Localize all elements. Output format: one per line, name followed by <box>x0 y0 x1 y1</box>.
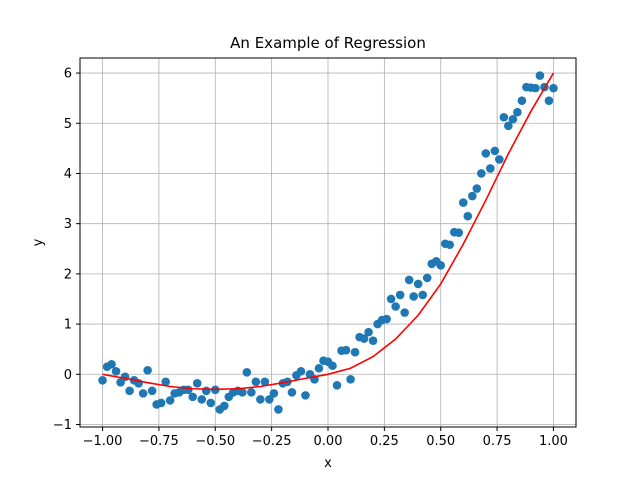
scatter-point <box>238 388 247 397</box>
scatter-point <box>346 375 355 384</box>
scatter-point <box>481 149 491 158</box>
scatter-point <box>499 112 509 122</box>
scatter-point <box>247 388 256 397</box>
x-tick-label: −1.00 <box>83 434 123 449</box>
scatter-point <box>368 336 378 345</box>
scatter-point <box>197 395 207 404</box>
y-axis-label: y <box>31 238 46 246</box>
scatter-point <box>490 146 500 156</box>
scatter-point <box>404 275 414 285</box>
scatter-point <box>445 240 455 250</box>
scatter-point <box>359 334 369 343</box>
y-tick-label: 6 <box>64 67 72 82</box>
scatter-point <box>260 377 270 387</box>
scatter-point <box>143 365 152 375</box>
scatter-point <box>477 169 486 178</box>
x-tick-label: 0.25 <box>370 434 399 449</box>
scatter-point <box>120 372 130 382</box>
scatter-point <box>206 398 216 408</box>
scatter-point <box>413 279 423 289</box>
scatter-point <box>328 361 337 371</box>
scatter-point <box>301 391 310 400</box>
scatter-point <box>332 381 342 390</box>
scatter-point <box>341 345 351 355</box>
scatter-point <box>549 83 558 93</box>
scatter-point <box>219 401 229 411</box>
scatter-point <box>314 363 324 373</box>
plot-frame <box>79 57 577 428</box>
scatter-point <box>400 308 409 317</box>
scatter-point <box>436 261 446 270</box>
scatter-point <box>242 367 252 377</box>
scatter-point <box>458 198 468 207</box>
scatter-point <box>495 155 504 164</box>
x-tick-label: −0.25 <box>252 434 292 449</box>
scatter-point <box>535 71 545 80</box>
scatter-point <box>544 96 554 105</box>
axis-ticks: −1.00 −0.75 −0.50 −0.25 0.00 0.25 0.50 0.75 1.00… <box>53 67 568 449</box>
scatter-point <box>391 302 400 311</box>
scatter-point <box>201 386 211 396</box>
scatter-point <box>161 377 170 387</box>
scatter-point <box>454 228 464 238</box>
y-tick-label: 5 <box>64 117 72 132</box>
x-tick-label: 0.00 <box>314 434 343 449</box>
scatter-point <box>395 290 405 300</box>
scatter-point <box>147 386 157 396</box>
x-axis-label: x <box>324 456 332 471</box>
x-tick-label: −0.50 <box>195 434 235 449</box>
scatter-point <box>138 389 148 398</box>
scatter-point <box>386 294 396 304</box>
chart-title: An Example of Regression <box>230 34 426 52</box>
scatter-point <box>350 347 360 357</box>
x-tick-label: 0.75 <box>483 434 512 449</box>
scatter-point <box>463 211 473 221</box>
y-tick-label: 1 <box>64 318 72 333</box>
scatter-point <box>269 389 279 398</box>
plot-area <box>98 71 558 414</box>
y-tick-label: 2 <box>64 267 72 282</box>
scatter-point <box>287 388 297 397</box>
y-tick-label: 4 <box>64 167 72 182</box>
scatter-point <box>125 386 134 396</box>
y-tick-label: 3 <box>64 217 72 232</box>
scatter-point <box>296 366 306 376</box>
scatter-point <box>274 405 283 414</box>
x-tick-label: −0.75 <box>139 434 179 449</box>
scatter-point <box>504 121 513 131</box>
scatter-point <box>98 376 107 385</box>
scatter-point <box>107 359 116 369</box>
scatter-point <box>111 366 121 376</box>
x-tick-label: 0.50 <box>426 434 455 449</box>
scatter-point <box>513 107 522 117</box>
scatter-point <box>508 114 518 124</box>
scatter-point <box>472 184 482 193</box>
scatter-point <box>517 96 527 105</box>
scatter-point <box>382 314 391 324</box>
scatter-point <box>486 164 495 173</box>
scatter-point <box>467 191 477 201</box>
scatter-point <box>165 396 175 405</box>
scatter-point <box>418 290 427 300</box>
scatter-point <box>188 392 198 402</box>
grid-lines <box>80 58 576 427</box>
scatter-point <box>422 273 432 283</box>
scatter-point <box>251 377 261 387</box>
regression-fit-line <box>102 72 555 391</box>
scatter-point <box>156 398 166 408</box>
scatter-point <box>265 395 274 404</box>
y-tick-label: 0 <box>64 368 72 383</box>
scatter-point <box>531 83 540 93</box>
y-tick-label: −1 <box>53 418 72 433</box>
scatter-point <box>364 327 373 337</box>
x-tick-label: 1.00 <box>539 434 568 449</box>
scatter-point <box>256 395 265 404</box>
scatter-point <box>192 379 202 388</box>
scatter-point <box>409 292 418 301</box>
